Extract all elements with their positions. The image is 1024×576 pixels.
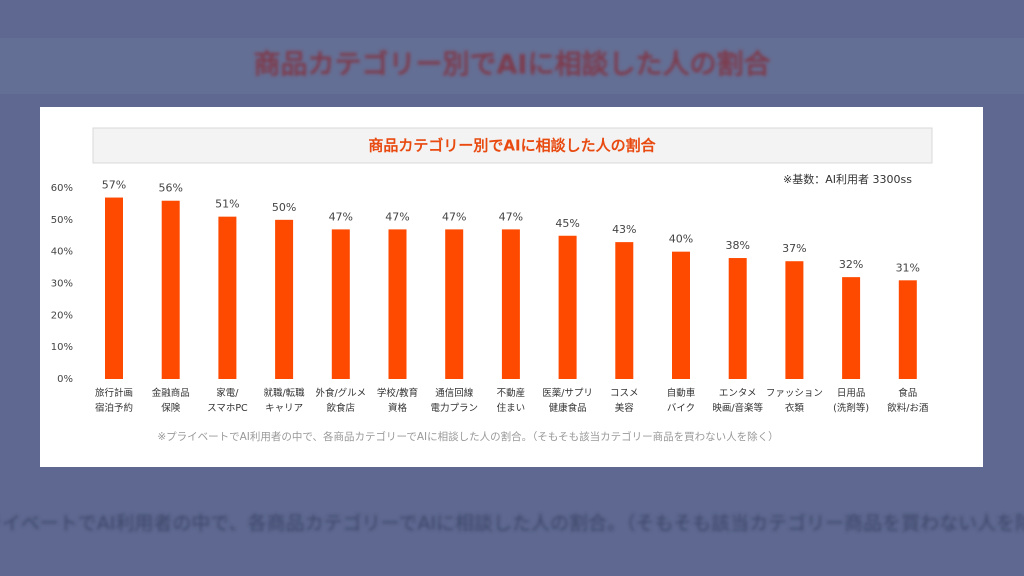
value-label: 51% <box>215 198 239 211</box>
value-label: 47% <box>385 210 409 223</box>
value-label: 32% <box>839 258 863 271</box>
y-tick-label: 0% <box>57 374 73 385</box>
x-tick-label: 通信回線電力プラン <box>430 387 478 414</box>
value-label: 37% <box>782 242 806 255</box>
y-tick-label: 30% <box>51 279 73 290</box>
x-tick-label: 外食/グルメ飲食店 <box>315 387 366 414</box>
bar <box>558 235 577 379</box>
x-tick-label: 就職/転職キャリア <box>263 387 305 414</box>
x-tick-label: 金融商品保険 <box>152 387 190 414</box>
x-tick-label: ファッション衣類 <box>766 388 823 414</box>
x-tick-label: エンタメ映画/音楽等 <box>712 388 763 414</box>
bar <box>275 219 294 379</box>
bar <box>445 229 464 379</box>
value-label: 47% <box>442 210 466 223</box>
value-label: 47% <box>499 210 523 223</box>
value-label: 31% <box>896 261 920 274</box>
bar <box>615 242 634 379</box>
bar <box>218 216 237 379</box>
bar <box>842 277 861 379</box>
background-title: 商品カテゴリー別でAIに相談した人の割合 <box>254 49 771 81</box>
x-tick-label: 学校/教育資格 <box>377 387 418 414</box>
y-tick-label: 20% <box>51 310 73 321</box>
plot: 0% 10% 20% 30% 40% 50% 60% 57% 旅行計画宿泊予約 56% 金融商品保険… <box>51 179 929 414</box>
bar <box>501 229 520 379</box>
y-tick-label: 60% <box>51 183 73 194</box>
y-tick-label: 40% <box>51 247 73 258</box>
value-label: 47% <box>329 210 353 223</box>
value-label: 45% <box>555 217 579 230</box>
value-label: 40% <box>669 233 693 246</box>
chart-subtitle: ※基数：AI利用者 3300ss <box>783 173 912 186</box>
x-tick-label: 不動産住まい <box>497 387 526 414</box>
bar <box>331 229 350 379</box>
x-tick-label: 家電/スマホPC <box>207 387 248 414</box>
x-tick-label: 自動車バイク <box>667 387 696 414</box>
background-band <box>0 38 1024 94</box>
value-label: 57% <box>102 179 126 192</box>
y-tick-label: 50% <box>51 215 73 226</box>
value-label: 56% <box>158 182 182 195</box>
bar <box>672 251 690 379</box>
value-label: 43% <box>612 223 636 236</box>
bar <box>161 200 180 379</box>
bar <box>388 229 407 379</box>
chart-note: ※プライベートでAI利用者の中で、各商品カテゴリーでAIに相談した人の割合。（そ… <box>157 430 778 443</box>
x-tick-label: 医薬/サプリ健康食品 <box>542 387 593 414</box>
x-tick-label: 日用品(洗剤等) <box>833 388 869 414</box>
bar <box>898 280 917 379</box>
bar <box>728 258 747 379</box>
x-tick-label: 旅行計画宿泊予約 <box>95 387 133 414</box>
background-note: ※プライベートでAI利用者の中で、各商品カテゴリーでAIに相談した人の割合。（そ… <box>0 513 1024 535</box>
title-box <box>92 127 933 164</box>
y-tick-label: 10% <box>51 342 73 353</box>
value-label: 50% <box>272 201 296 214</box>
bar <box>785 261 804 379</box>
x-tick-label: 食品飲料/お酒 <box>887 387 929 414</box>
value-label: 38% <box>725 239 749 252</box>
x-tick-label: コスメ美容 <box>610 388 639 414</box>
bar <box>105 197 123 379</box>
chart-title: 商品カテゴリー別でAIに相談した人の割合 <box>368 137 656 155</box>
